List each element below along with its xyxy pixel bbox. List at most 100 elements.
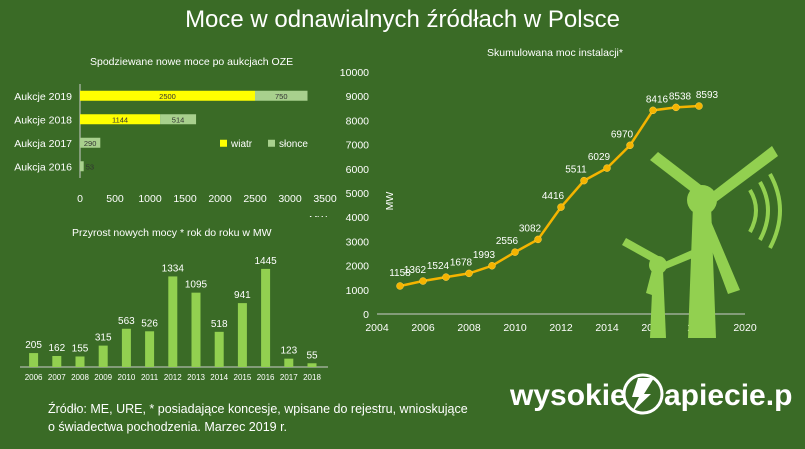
cumulative-data-label: 1362 — [404, 265, 427, 276]
auctions-title: Spodziewane nowe moce po aukcjach OZE — [90, 56, 293, 68]
auctions-bar-solar — [80, 137, 101, 148]
auctions-data-label: 514 — [172, 115, 185, 124]
annual-data-label: 162 — [48, 343, 65, 354]
cumulative-y-tick: 7000 — [346, 140, 370, 152]
cumulative-point — [534, 235, 542, 244]
annual-x-tick: 2018 — [303, 373, 321, 382]
annual-bar — [307, 363, 317, 367]
cumulative-x-tick: 2006 — [411, 322, 435, 334]
annual-bar — [284, 358, 294, 367]
annual-x-tick: 2008 — [71, 373, 89, 382]
legend-solar-label: słonce — [279, 139, 308, 150]
cumulative-y-tick: 5000 — [346, 188, 370, 200]
cumulative-y-tick: 8000 — [346, 115, 370, 127]
annual-x-tick: 2012 — [164, 373, 182, 382]
auctions-x-tick: 500 — [106, 193, 124, 205]
cumulative-y-tick: 10000 — [340, 67, 369, 79]
source-note: Źródło: ME, URE, * posiadające koncesje,… — [48, 400, 488, 436]
auctions-bar-wind — [80, 90, 255, 101]
cumulative-point — [580, 176, 588, 185]
auctions-category-label: Aukcja 2017 — [14, 138, 72, 150]
auctions-x-tick: 3000 — [278, 193, 302, 205]
large-turbine-icon — [650, 146, 778, 338]
brand-logo: wysokie apiecie.pl — [509, 373, 793, 415]
cumulative-point — [419, 277, 427, 285]
auctions-bar-solar — [80, 161, 84, 172]
small-turbine-icon — [622, 238, 695, 338]
cumulative-point — [465, 269, 473, 278]
cumulative-y-tick: 4000 — [346, 212, 370, 224]
signal-waves-icon — [748, 173, 782, 249]
cumulative-point — [557, 203, 565, 211]
auctions-bar-solar — [160, 114, 197, 125]
cumulative-data-label: 5511 — [565, 165, 587, 176]
cumulative-data-label: 1678 — [450, 257, 473, 268]
annual-data-label: 155 — [72, 343, 89, 354]
cumulative-point — [672, 103, 680, 112]
cumulative-point — [626, 141, 634, 150]
cumulative-x-tick: 2010 — [503, 322, 527, 334]
annual-data-label: 1445 — [254, 256, 277, 267]
logo-lightning-icon — [622, 373, 664, 415]
cumulative-x-tick: 2008 — [457, 322, 481, 334]
cumulative-point — [442, 273, 450, 281]
cumulative-y-tick: 2000 — [346, 261, 370, 273]
cumulative-x-tick: 2014 — [595, 322, 619, 334]
auctions-x-tick: 2000 — [208, 193, 232, 205]
auctions-data-label: 53 — [86, 162, 94, 171]
cumulative-point — [649, 106, 657, 115]
cumulative-title: Skumulowana moc instalacji* — [487, 47, 623, 59]
auctions-x-tick: 0 — [77, 193, 83, 205]
cumulative-point — [603, 164, 611, 172]
annual-bar — [145, 331, 155, 367]
annual-x-tick: 2009 — [94, 373, 112, 382]
cumulative-data-label: 1993 — [473, 250, 496, 261]
annual-x-tick: 2011 — [141, 373, 159, 382]
auctions-category-label: Aukcja 2016 — [14, 161, 72, 173]
cumulative-x-tick: 2020 — [733, 322, 757, 334]
annual-x-tick: 2015 — [234, 373, 252, 382]
cumulative-data-label: 3082 — [519, 223, 542, 234]
annual-bar — [261, 268, 271, 367]
cumulative-point — [695, 102, 703, 110]
annual-title: Przyrost nowych mocy * rok do roku w MW — [72, 227, 272, 239]
wind-turbine-illustration — [622, 146, 782, 338]
auctions-bar-wind — [80, 114, 161, 125]
cumulative-data-label: 8416 — [646, 94, 669, 105]
cumulative-point — [511, 248, 519, 256]
annual-x-tick: 2016 — [257, 373, 275, 382]
cumulative-data-label: 1524 — [427, 261, 450, 272]
legend-wind-swatch — [220, 139, 227, 147]
annual-bar — [121, 328, 131, 367]
cumulative-data-label: 6970 — [611, 129, 634, 140]
cumulative-series-line — [399, 104, 700, 288]
auctions-x-tick: 3500 — [313, 193, 337, 205]
cumulative-y-tick: 9000 — [346, 91, 370, 103]
annual-data-label: 55 — [306, 350, 318, 361]
annual-bar — [214, 331, 224, 367]
annual-data-label: 205 — [25, 340, 42, 351]
annual-data-label: 563 — [118, 316, 135, 327]
auctions-bar-solar — [255, 90, 308, 101]
legend-solar-swatch — [268, 139, 275, 147]
auctions-x-tick: 1500 — [173, 193, 197, 205]
annual-bar — [52, 356, 62, 367]
main-title: Moce w odnawialnych źródłach w Polsce — [185, 6, 620, 33]
annual-bar — [191, 292, 201, 367]
annual-bar — [237, 303, 247, 367]
annual-bar — [168, 276, 178, 367]
auctions-x-tick: 2500 — [243, 193, 267, 205]
annual-data-label: 941 — [234, 290, 251, 301]
source-line-1: Źródło: ME, URE, * posiadające koncesje,… — [48, 402, 468, 416]
cumulative-x-tick: 2012 — [549, 322, 573, 334]
cumulative-y-tick: 0 — [363, 309, 369, 321]
cumulative-y-tick: 3000 — [346, 236, 370, 248]
annual-x-tick: 2014 — [210, 373, 228, 382]
cumulative-data-label: 1158 — [389, 268, 411, 279]
auctions-x-tick: 1000 — [138, 193, 162, 205]
auctions-chart: Spodziewane nowe moce po aukcjach OZE Auk… — [14, 56, 337, 217]
annual-data-label: 123 — [280, 346, 297, 357]
annual-data-label: 315 — [95, 333, 112, 344]
annual-data-label: 526 — [141, 318, 158, 329]
cumulative-x-tick: 2004 — [365, 322, 389, 334]
